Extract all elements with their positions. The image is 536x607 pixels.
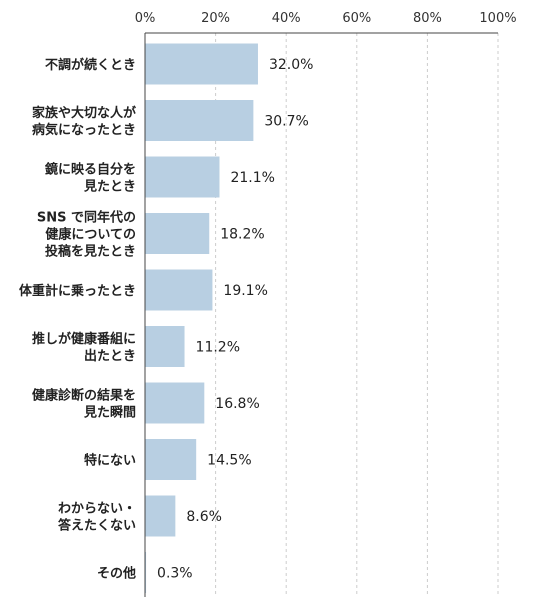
data-label: 18.2% (220, 227, 264, 243)
category-label-line: 投稿を見たとき (45, 244, 136, 260)
category-label: 推しが健康番組に出たとき (32, 331, 136, 364)
x-tick-label: 80% (413, 11, 442, 26)
category-label-line: 答えたくない (58, 518, 136, 534)
data-label: 0.3% (157, 566, 193, 582)
x-tick-label: 40% (272, 11, 301, 26)
category-label-line: その他 (97, 566, 136, 582)
category-label-line: 不調が続くとき (45, 57, 136, 73)
labels: 0% 20% 40% 60% 80% 100% 32.0% 不調が続くとき 30.7% 家族や大切… (19, 11, 517, 582)
category-label-line: 特にない (84, 453, 136, 469)
data-label: 21.1% (230, 170, 274, 186)
category-label-line: 体重計に乗ったとき (19, 283, 136, 299)
bar (145, 43, 258, 85)
bars (145, 43, 258, 593)
data-label: 11.2% (196, 340, 240, 356)
category-label-line: 出たとき (84, 348, 136, 364)
bar (145, 213, 210, 254)
data-label: 19.1% (223, 283, 267, 299)
category-label-line: 鏡に映る自分を (45, 162, 136, 178)
axes (144, 32, 498, 597)
category-label: 健康診断の結果を見た瞬間 (32, 388, 136, 421)
bar (145, 100, 254, 141)
category-label: SNS で同年代の健康についての投稿を見たとき (37, 210, 136, 260)
data-label: 32.0% (269, 57, 313, 73)
category-label-line: 病気になったとき (32, 122, 136, 138)
data-label: 30.7% (264, 114, 308, 130)
category-label-line: 見たとき (83, 180, 136, 195)
bar (145, 439, 197, 480)
bar (145, 552, 147, 593)
x-tick-label: 20% (201, 11, 230, 26)
category-label: 不調が続くとき (45, 57, 136, 73)
bar (145, 156, 220, 198)
category-label-line: わからない・ (58, 502, 136, 517)
category-label-line: 健康についての (45, 227, 136, 243)
category-label-line: 見た瞬間 (83, 405, 136, 421)
data-label: 16.8% (215, 396, 259, 412)
category-label: 家族や大切な人が病気になったとき (32, 105, 136, 138)
gridlines (215, 33, 499, 597)
category-label-line: 家族や大切な人が (32, 105, 136, 121)
bar (145, 495, 176, 537)
bar (145, 326, 185, 367)
data-label: 8.6% (186, 509, 222, 525)
bar (145, 269, 213, 311)
category-label-line: 推しが健康番組に (32, 331, 136, 347)
category-label: 特にない (84, 453, 136, 469)
category-label: その他 (97, 566, 136, 582)
x-tick-label: 0% (135, 11, 156, 26)
category-label: 鏡に映る自分を見たとき (45, 162, 136, 195)
category-label-line: 健康診断の結果を (32, 388, 136, 404)
data-label: 14.5% (207, 453, 251, 469)
category-label: わからない・答えたくない (58, 502, 136, 534)
x-tick-label: 60% (342, 11, 371, 26)
category-label-line: SNS で同年代の (37, 210, 136, 226)
bar (145, 382, 205, 424)
category-label: 体重計に乗ったとき (19, 283, 136, 299)
x-tick-label: 100% (479, 11, 516, 26)
